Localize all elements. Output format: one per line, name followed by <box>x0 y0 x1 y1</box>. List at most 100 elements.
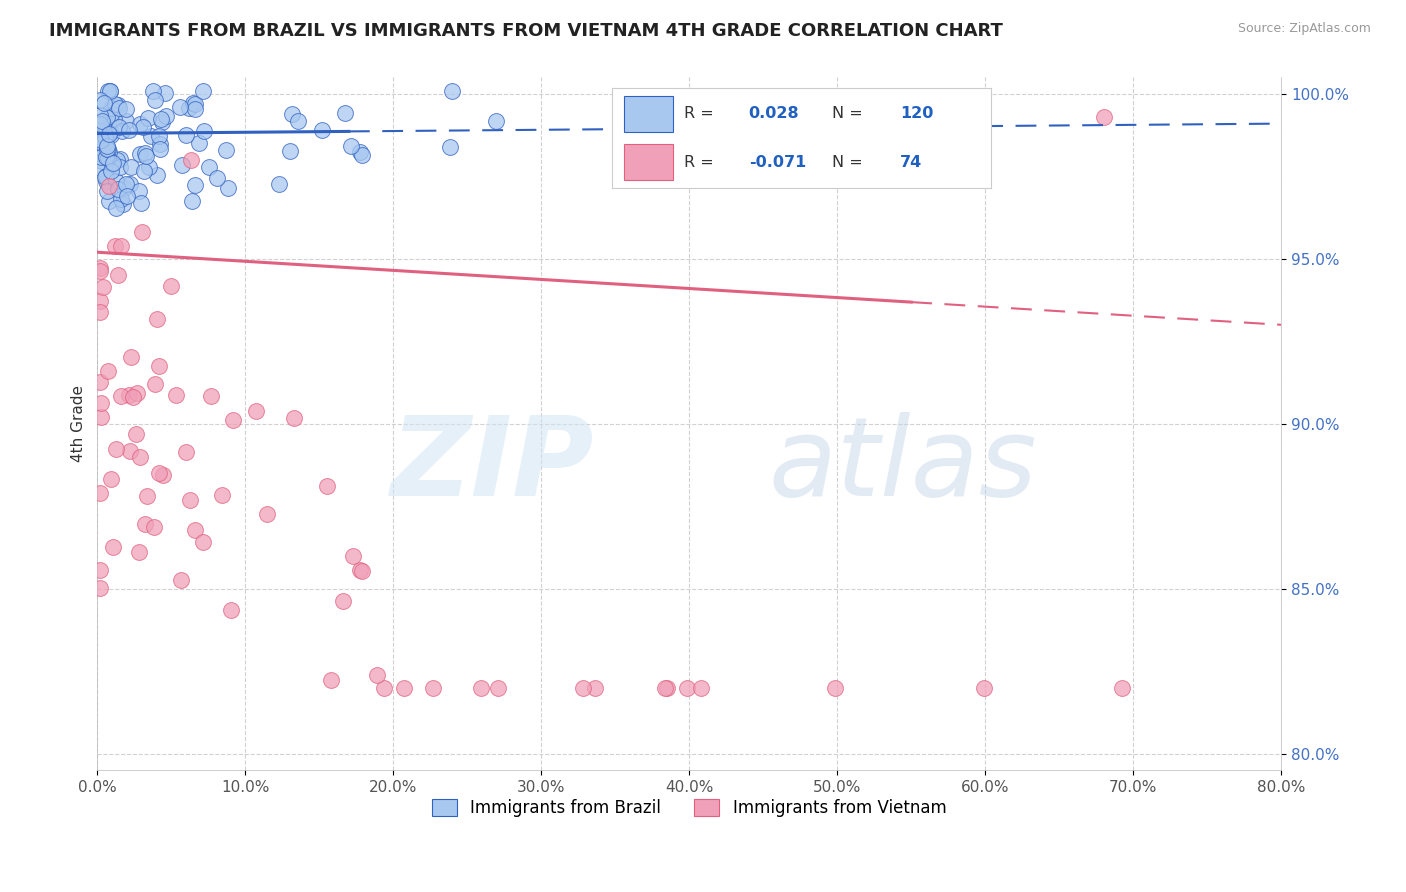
Point <box>96 142 118 156</box>
Point <box>118 444 141 458</box>
Point <box>93 96 115 111</box>
Point <box>115 177 138 191</box>
Point <box>287 113 309 128</box>
Point <box>150 112 173 127</box>
Point <box>89 563 111 577</box>
Point <box>125 426 148 441</box>
Point <box>675 681 697 695</box>
Point <box>148 359 170 373</box>
Point <box>200 389 222 403</box>
Point <box>749 153 772 167</box>
Point <box>136 111 159 125</box>
Point <box>1111 681 1133 695</box>
Point <box>89 108 111 122</box>
Point <box>101 156 124 170</box>
Point <box>280 144 302 158</box>
Point <box>107 182 129 196</box>
Point <box>191 84 214 98</box>
Y-axis label: 4th Grade: 4th Grade <box>72 385 86 462</box>
Point <box>91 136 114 150</box>
Point <box>112 180 135 194</box>
Point <box>654 681 676 695</box>
Point <box>439 139 461 153</box>
Point <box>90 133 112 147</box>
Point <box>690 681 713 695</box>
Point <box>134 164 156 178</box>
Point <box>96 139 118 153</box>
Point <box>89 120 111 135</box>
Point <box>89 161 111 175</box>
Point <box>484 113 506 128</box>
Point <box>104 442 127 457</box>
Point <box>176 128 198 143</box>
Point <box>98 84 121 98</box>
Point <box>100 84 122 98</box>
Point <box>342 549 364 563</box>
Point <box>148 129 170 144</box>
Point <box>623 117 645 131</box>
Point <box>824 681 846 695</box>
Point <box>269 178 291 192</box>
Point <box>129 450 152 464</box>
Point <box>110 192 132 206</box>
Point <box>572 681 595 695</box>
Point <box>91 114 114 128</box>
Point <box>149 137 172 152</box>
Point <box>93 132 115 146</box>
Point <box>183 102 205 116</box>
Point <box>94 174 117 188</box>
Point <box>107 98 129 112</box>
Point <box>97 179 120 194</box>
Point <box>129 147 152 161</box>
Point <box>183 178 205 193</box>
Text: Source: ZipAtlas.com: Source: ZipAtlas.com <box>1237 22 1371 36</box>
Point <box>486 681 509 695</box>
Point <box>89 264 111 278</box>
Point <box>97 363 120 377</box>
Point <box>98 126 121 140</box>
Point <box>90 154 112 169</box>
Point <box>135 149 157 163</box>
Point <box>89 117 111 131</box>
Point <box>349 563 371 577</box>
Point <box>107 268 129 282</box>
Point <box>180 153 202 167</box>
Point <box>105 174 128 188</box>
Point <box>160 278 183 293</box>
Point <box>211 488 233 502</box>
Point <box>100 128 122 142</box>
Point <box>97 117 120 131</box>
Point <box>214 143 236 157</box>
Point <box>90 150 112 164</box>
Point <box>170 574 193 588</box>
Point <box>191 534 214 549</box>
Point <box>93 120 115 135</box>
Point <box>583 681 606 695</box>
Point <box>283 410 305 425</box>
Point <box>675 127 697 141</box>
Point <box>184 524 207 538</box>
Point <box>352 564 374 578</box>
Point <box>149 142 172 156</box>
Point <box>89 304 111 318</box>
Point <box>100 107 122 121</box>
Point <box>280 107 302 121</box>
Point <box>94 130 117 145</box>
Point <box>148 466 170 480</box>
Point <box>333 106 356 120</box>
Point <box>100 101 122 115</box>
Point <box>219 603 242 617</box>
Point <box>153 86 176 100</box>
Point <box>120 350 142 364</box>
Point <box>120 160 142 174</box>
Point <box>152 114 174 128</box>
Point <box>100 472 122 486</box>
Point <box>441 84 464 98</box>
Point <box>94 169 117 183</box>
Point <box>103 156 125 170</box>
Point <box>108 161 131 175</box>
Point <box>349 145 371 159</box>
Point <box>129 117 152 131</box>
Point <box>256 508 278 522</box>
Point <box>316 479 339 493</box>
